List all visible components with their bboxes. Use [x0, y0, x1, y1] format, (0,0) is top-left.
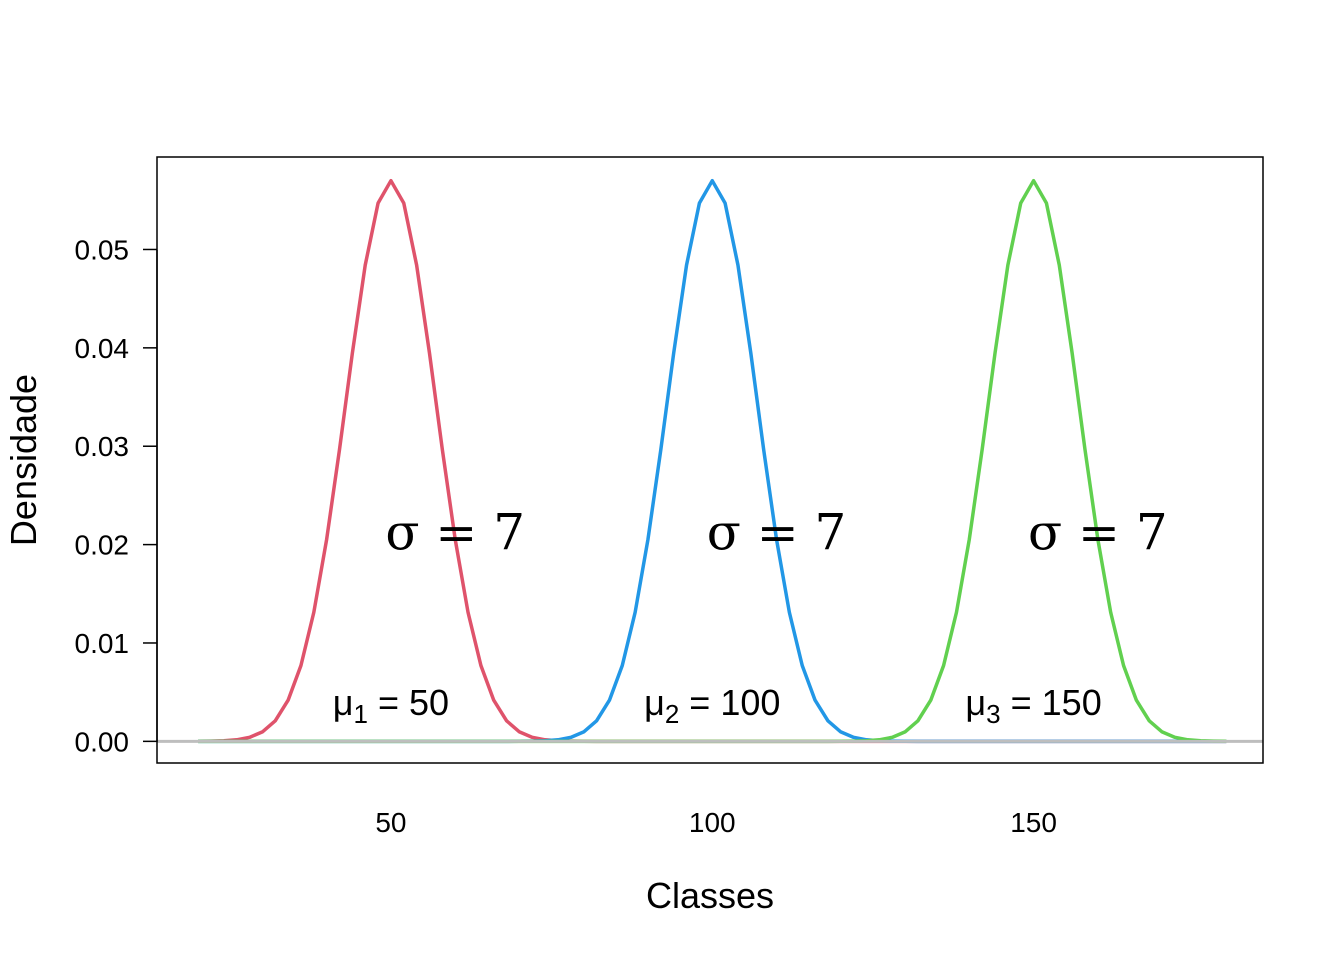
sd-annotation: σ = 7	[707, 504, 847, 562]
y-tick-label: 0.02	[75, 530, 130, 561]
x-axis-title: Classes	[646, 875, 774, 916]
x-axis: 50 100 150	[375, 807, 1057, 838]
mean-annotation: μ2 = 100	[644, 682, 780, 729]
y-axis: 0.00 0.01 0.02 0.03 0.04 0.05	[75, 234, 158, 757]
y-tick-label: 0.00	[75, 726, 130, 757]
y-tick-label: 0.03	[75, 431, 130, 462]
y-tick-label: 0.04	[75, 333, 130, 364]
y-tick-label: 0.05	[75, 234, 130, 265]
mean-annotation: μ1 = 50	[333, 682, 449, 729]
x-tick-label: 100	[689, 807, 736, 838]
mean-annotation: μ3 = 150	[965, 682, 1101, 729]
x-tick-label: 150	[1010, 807, 1057, 838]
y-axis-title: Densidade	[3, 374, 44, 546]
x-tick-label: 50	[375, 807, 406, 838]
y-tick-label: 0.01	[75, 628, 130, 659]
sd-annotation: σ = 7	[385, 504, 525, 562]
annotations: μ1 = 50 μ2 = 100 μ3 = 150 σ = 7 σ = 7 σ = 7	[333, 504, 1168, 729]
sd-annotation: σ = 7	[1028, 504, 1168, 562]
